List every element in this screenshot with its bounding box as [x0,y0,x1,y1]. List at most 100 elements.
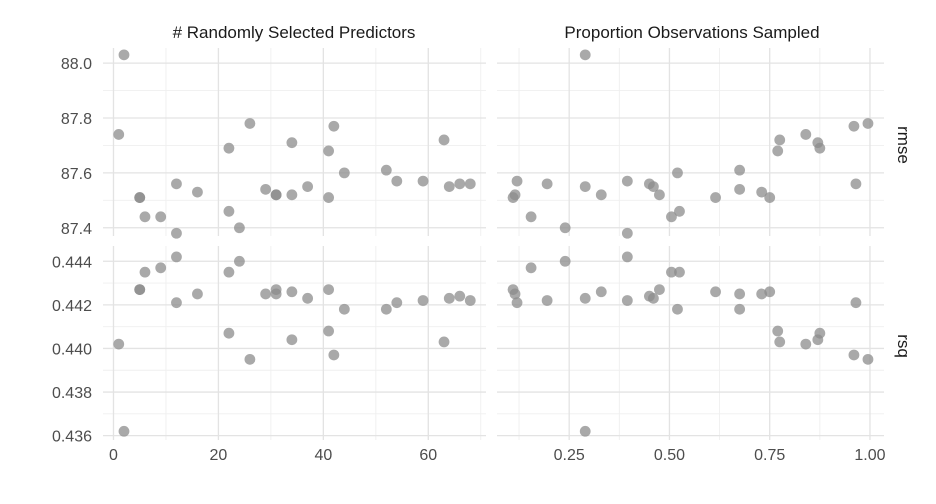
data-point [621,295,633,306]
data-point [579,49,591,61]
x-tick-label: 1.00 [854,447,885,464]
data-point [464,295,476,306]
data-point [595,286,607,298]
data-point [454,178,466,190]
y-tick-label: 0.440 [52,341,92,358]
data-point [511,175,523,187]
data-point [814,142,826,154]
data-point [621,175,633,187]
data-point [800,338,812,350]
data-point [672,167,683,179]
data-point [850,178,862,190]
data-point [244,118,256,129]
data-point [323,325,335,337]
data-point [666,266,677,278]
row-title-rmse: rmse [894,126,913,164]
data-point [417,175,429,187]
data-point [848,349,860,361]
data-point [772,325,784,337]
data-point [654,284,665,295]
data-point [862,118,874,129]
data-point [380,303,392,315]
data-point [391,297,403,309]
data-point [234,222,245,234]
data-point [756,186,768,198]
data-point [223,266,235,278]
data-point [380,164,392,176]
data-point [270,189,282,201]
column-title-sampled: Proportion Observations Sampled [564,23,819,42]
data-point [323,145,335,157]
data-point [234,255,245,267]
data-point [621,251,633,263]
data-point [323,192,335,203]
data-point [244,353,256,365]
data-point [391,175,403,187]
data-point [171,297,182,309]
data-point [113,338,125,350]
data-point [850,297,862,309]
data-point [286,286,298,298]
y-tick-label: 0.438 [52,385,92,402]
data-point [734,164,746,176]
data-point [814,327,826,339]
data-point [648,292,659,304]
data-point [223,205,235,217]
data-point [139,266,151,278]
x-tick-label: 60 [419,447,437,464]
data-point [302,181,314,192]
data-point [443,292,455,304]
data-point [134,192,146,203]
row-title-rsq: rsq [894,334,913,358]
data-point [672,303,683,315]
data-point [328,349,340,361]
data-point [525,211,537,223]
y-tick-label: 0.436 [52,429,92,446]
data-point [171,227,182,239]
data-point [800,129,812,140]
data-point [118,49,130,61]
data-point [323,284,335,295]
data-point [559,255,571,267]
y-tick-label: 0.444 [52,254,92,271]
data-point [113,129,125,140]
data-point [764,286,776,298]
y-tick-label: 87.8 [61,111,92,128]
data-point [509,288,521,300]
data-point [862,353,874,365]
data-point [710,286,721,298]
x-tick-label: 40 [314,447,332,464]
data-point [302,292,314,304]
x-tick-label: 0.75 [754,447,785,464]
data-point [734,288,746,300]
data-point [286,189,298,201]
data-point [438,336,450,348]
data-point [192,288,203,300]
data-point [734,183,746,195]
data-point [674,266,685,278]
data-point [509,189,521,201]
y-tick-label: 87.6 [61,166,92,183]
data-point [654,189,665,201]
data-point [541,178,553,190]
data-point [579,425,591,437]
data-point [674,205,685,217]
data-point [648,181,659,192]
data-point [734,303,746,315]
data-point [171,251,182,263]
data-point [772,145,784,157]
data-point [338,167,350,179]
data-point [848,120,860,132]
data-point [464,178,476,190]
data-point [559,222,571,234]
data-point [134,284,146,295]
data-point [223,327,235,339]
point-layer [113,49,874,437]
column-title-predictors: # Randomly Selected Predictors [173,23,416,42]
data-point [260,183,272,195]
data-point [155,262,167,274]
data-point [595,189,607,201]
data-point [286,334,298,346]
data-point [774,336,786,348]
